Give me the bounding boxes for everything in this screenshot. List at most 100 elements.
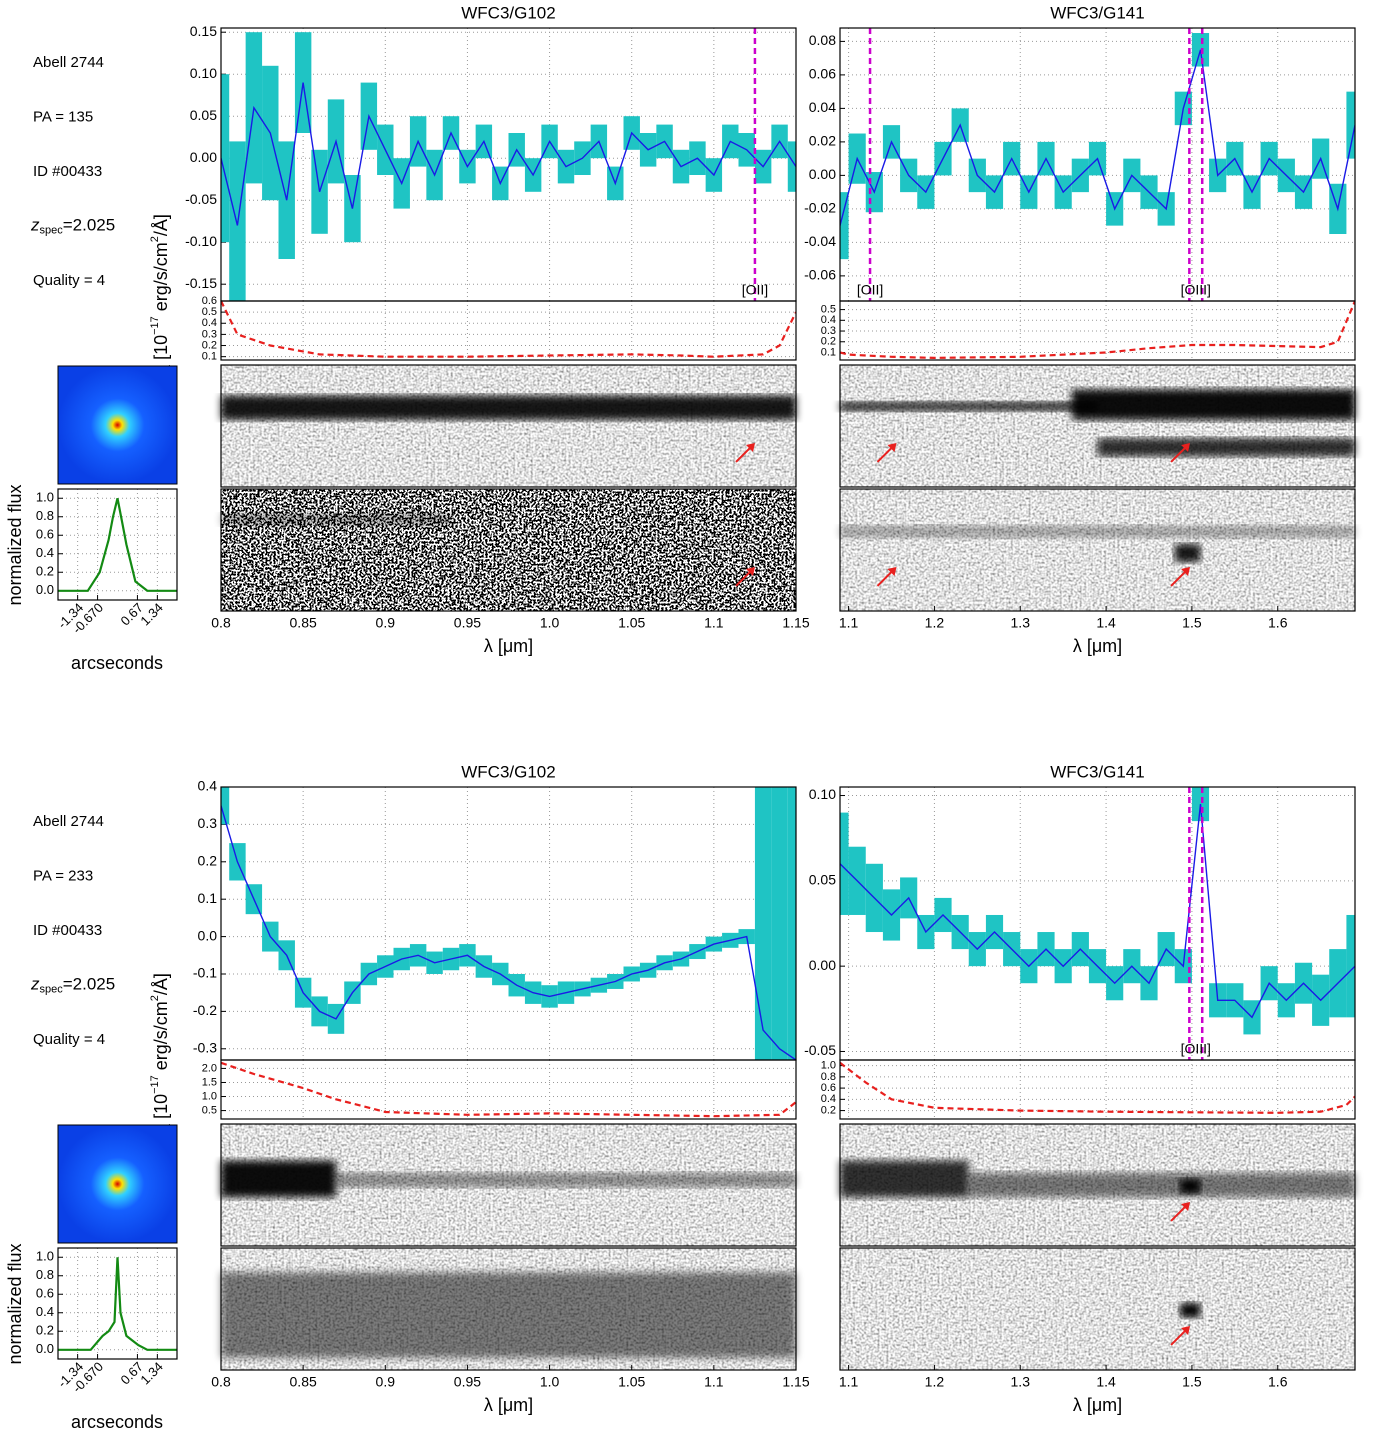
arrowhead bbox=[746, 566, 755, 576]
x-tick-label: 0.85 bbox=[290, 615, 317, 631]
frame bbox=[57, 1247, 178, 1360]
error-band bbox=[840, 192, 849, 260]
y-tick-label: -0.2 bbox=[193, 1002, 217, 1018]
redshift-symbol: z bbox=[30, 975, 40, 994]
x-tick-label: 1.0 bbox=[540, 1374, 560, 1390]
y-tick-label: 2.0 bbox=[202, 1062, 217, 1074]
y-tick-label: -0.15 bbox=[185, 275, 217, 291]
arrowhead bbox=[1181, 1325, 1191, 1335]
y-axis-label-part: −17 bbox=[149, 1075, 161, 1094]
redshift-symbol: z bbox=[30, 216, 40, 235]
chart-title: WFC3/G102 bbox=[461, 762, 555, 781]
y-tick-label: 0.6 bbox=[36, 1286, 54, 1301]
y-axis-label-part: 2 bbox=[149, 995, 161, 1001]
x-tick-label: 0.85 bbox=[290, 1374, 317, 1390]
y-tick-label: 0.4 bbox=[198, 778, 218, 794]
redshift-sub: spec bbox=[40, 983, 64, 995]
spectrum-2d bbox=[839, 364, 1356, 488]
plot: 0.5 1.0 1.5 2.0 bbox=[202, 1059, 797, 1120]
y-tick-label: -0.04 bbox=[804, 233, 836, 249]
plot-area bbox=[840, 33, 1355, 260]
chart-title: WFC3/G141 bbox=[1050, 3, 1144, 22]
y-tick-label: 0.15 bbox=[190, 23, 217, 39]
x-tick-label: 1.1 bbox=[704, 1374, 724, 1390]
trace bbox=[1097, 438, 1355, 457]
spectrum-2d bbox=[839, 1247, 1356, 1371]
spectrum-2d bbox=[220, 1123, 797, 1247]
trace bbox=[1071, 389, 1355, 420]
frame bbox=[839, 1247, 1356, 1371]
x-tick-label: 1.4 bbox=[1096, 615, 1116, 631]
noise bbox=[840, 489, 1355, 611]
y-axis-label: normalized flux bbox=[5, 1243, 25, 1364]
trace bbox=[221, 1160, 336, 1198]
arrow bbox=[735, 569, 753, 587]
plot: 0.15 0.10 0.05 0.00 -0.05 -0.10 -0.15 [OII] bbox=[185, 23, 797, 302]
arrow bbox=[1170, 1328, 1188, 1346]
data-line bbox=[840, 804, 1355, 1019]
y-tick-label: 0.2 bbox=[202, 339, 217, 351]
frame bbox=[220, 786, 797, 1061]
y-tick-label: -0.3 bbox=[193, 1039, 217, 1055]
plot: 0.20.40.60.81.0 bbox=[821, 1059, 1356, 1120]
x-tick-label: 1.6 bbox=[1268, 1374, 1288, 1390]
plot-area bbox=[221, 787, 796, 1060]
trace bbox=[1179, 1302, 1201, 1318]
trace bbox=[336, 1172, 796, 1188]
redshift-sub: spec bbox=[40, 224, 64, 236]
plot-area bbox=[58, 1257, 177, 1351]
y-tick-label: -0.06 bbox=[804, 267, 836, 283]
data-line bbox=[840, 301, 1355, 360]
x-tick-label: 0.8 bbox=[211, 615, 231, 631]
y-tick-label: 0.1 bbox=[202, 351, 217, 363]
y-axis-label: Fλ [10−17 erg/s/cm2/Å] bbox=[149, 214, 173, 382]
x-tick-label: 1.34 bbox=[137, 600, 166, 629]
emission-label: [OIII] bbox=[1181, 282, 1211, 298]
info-text: Quality = 4 bbox=[33, 272, 105, 289]
x-tick-label: 1.34 bbox=[137, 1359, 166, 1388]
redshift: zspec=2.025 bbox=[30, 975, 115, 995]
spectrum-2d bbox=[839, 488, 1356, 612]
plot-area bbox=[58, 498, 177, 592]
y-axis-label-part: −17 bbox=[149, 316, 161, 335]
y-tick-label: 1.5 bbox=[202, 1076, 217, 1088]
y-tick-label: 0.4 bbox=[821, 1093, 836, 1105]
y-tick-label: 1.0 bbox=[36, 490, 54, 505]
arrowhead bbox=[1181, 1201, 1191, 1211]
x-axis-label: λ [μm] bbox=[1073, 636, 1122, 656]
info-text: Quality = 4 bbox=[33, 1031, 105, 1048]
y-tick-label: 0.3 bbox=[821, 325, 836, 337]
arrow bbox=[735, 445, 753, 463]
y-tick-label: 0.04 bbox=[809, 99, 836, 115]
spectrum-2d bbox=[220, 488, 797, 612]
frame bbox=[839, 1123, 1356, 1247]
x-tick-label: 1.5 bbox=[1182, 615, 1202, 631]
y-tick-label: 0.1 bbox=[198, 890, 218, 906]
y-tick-label: 0.4 bbox=[821, 314, 836, 326]
error-band bbox=[771, 787, 788, 1060]
y-tick-label: 0.4 bbox=[202, 317, 217, 329]
info-text: PA = 135 bbox=[33, 108, 93, 125]
y-tick-label: 0.6 bbox=[202, 295, 217, 307]
x-tick-label: 0.95 bbox=[454, 1374, 481, 1390]
redshift-value: =2.025 bbox=[63, 216, 115, 235]
plot-area bbox=[221, 32, 796, 301]
error-band bbox=[840, 812, 849, 915]
info-text: ID #00433 bbox=[33, 163, 102, 180]
arrow bbox=[1170, 569, 1188, 587]
y-tick-label: 0.0 bbox=[198, 927, 218, 943]
y-tick-label: 0.00 bbox=[809, 166, 836, 182]
emission-label: [OIII] bbox=[1181, 1041, 1211, 1057]
x-tick-label: 1.4 bbox=[1096, 1374, 1116, 1390]
x-tick-label: 1.15 bbox=[782, 615, 809, 631]
y-tick-label: 0.02 bbox=[809, 133, 836, 149]
emission-label: [OII] bbox=[857, 282, 883, 298]
y-tick-label: 0.10 bbox=[190, 65, 217, 81]
y-axis-label-part: /Å] bbox=[151, 214, 171, 236]
x-axis-label: λ [μm] bbox=[484, 636, 533, 656]
y-tick-label: 0.5 bbox=[821, 303, 836, 315]
x-tick-label: 0.8 bbox=[211, 1374, 231, 1390]
data-line bbox=[58, 1257, 177, 1351]
